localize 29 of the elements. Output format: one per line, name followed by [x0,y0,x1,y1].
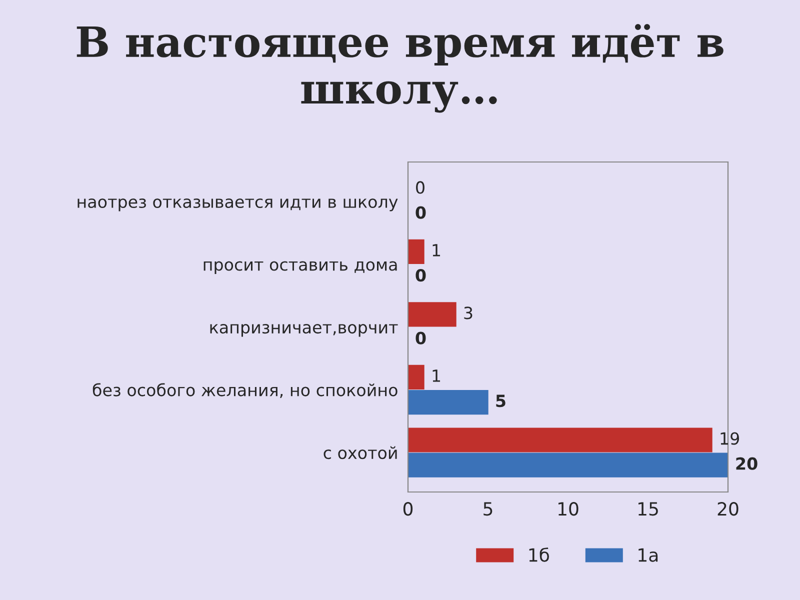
bar [408,452,728,478]
data-label: 20 [736,457,758,470]
chart-title: В настоящее время идёт в школу… [76,24,724,113]
data-label: 19 [720,432,739,445]
data-label: 5 [496,394,506,408]
x-tick-label: 10 [558,502,578,516]
bar [408,302,456,327]
y-tick-label: наотрез отказывается идти в школу [78,198,398,212]
data-label: 1 [432,370,440,382]
legend-label: 1б [529,548,549,562]
y-tick-label: просит оставить дома [204,261,397,274]
x-tick-label: 20 [718,502,738,516]
y-tick-label: капризничает,ворчит [210,324,398,337]
y-tick-label: с охотой [324,446,397,460]
y-tick-label: без особого желания, но спокойно [92,383,398,398]
x-tick-label: 5 [484,502,492,516]
x-tick-label: 0 [403,502,413,516]
data-label: 3 [464,306,472,320]
data-label: 0 [416,332,426,344]
bar [408,428,712,452]
bar [408,239,424,264]
data-label: 0 [416,181,424,194]
data-label: 1 [432,244,440,256]
bar [408,390,488,415]
x-tick-label: 15 [638,502,658,516]
legend-label: 1а [638,548,658,562]
data-label: 0 [416,269,426,282]
bar [408,364,424,390]
data-label: 0 [416,206,426,219]
